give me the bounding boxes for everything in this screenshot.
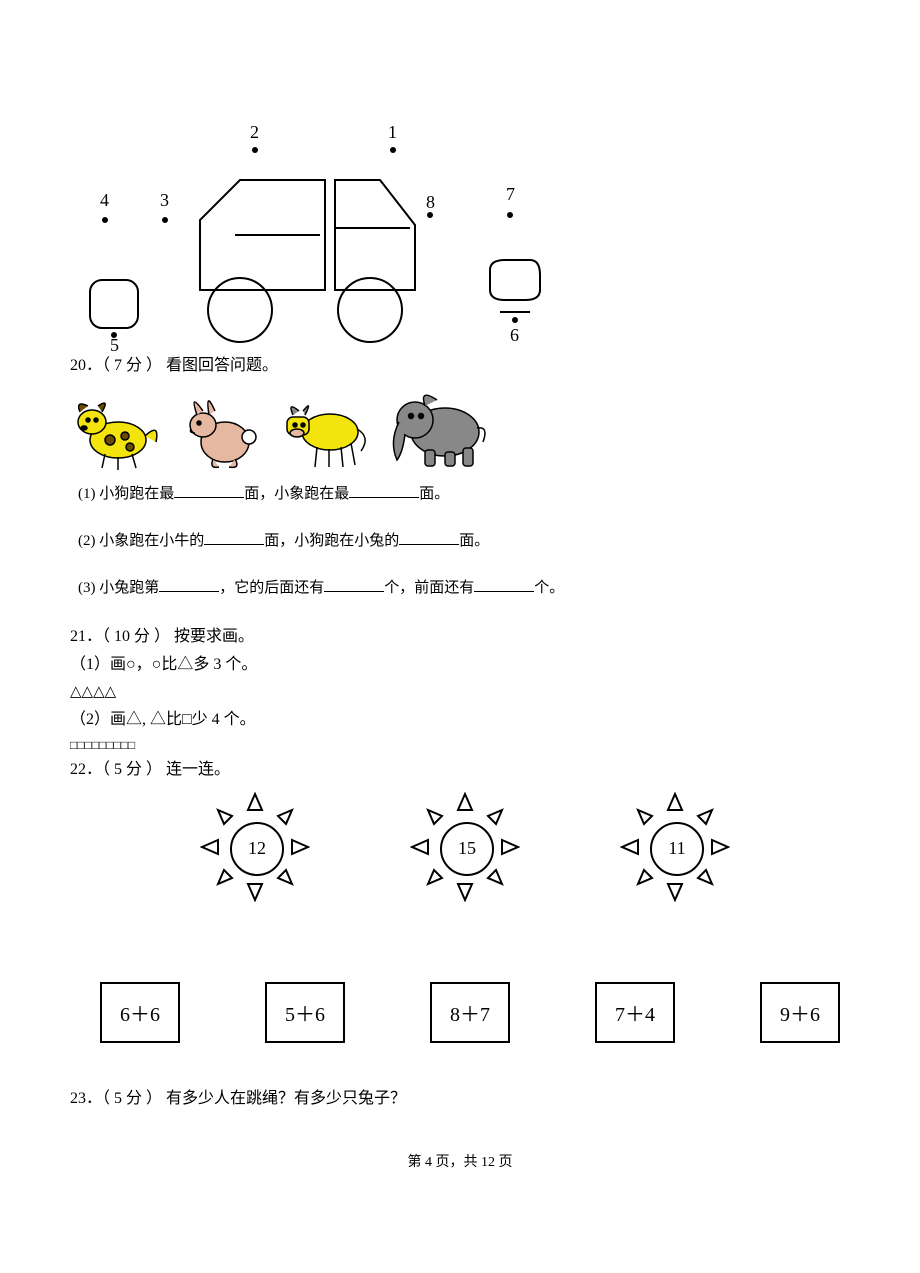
q20-line3: (3) 小兔跑第，它的后面还有个，前面还有个。: [70, 576, 860, 597]
sun-12: 12: [200, 792, 310, 902]
q21-squares: □□□□□□□□□: [70, 736, 860, 754]
q22-header: 22．（ 5 分 ） 连一连。: [70, 758, 860, 782]
expr-box: 9＋6: [760, 982, 840, 1043]
q20-line2: (2) 小象跑在小牛的面，小狗跑在小兔的面。: [70, 529, 860, 550]
expr-box: 8＋7: [430, 982, 510, 1043]
dot-label-3: 3: [160, 190, 169, 211]
dot-label-1: 1: [388, 122, 397, 143]
animals-row: [70, 382, 860, 472]
elephant-icon: [385, 382, 495, 472]
q21-sub1: （1）画○，○比△多 3 个。: [70, 653, 860, 677]
sun-value: 12: [230, 822, 284, 876]
q21-sub2: （2）画△, △比□少 4 个。: [70, 708, 860, 732]
expression-row: 6＋6 5＋6 8＋7 7＋4 9＋6: [70, 982, 860, 1043]
dot-label-8: 8: [426, 192, 435, 213]
sun-11: 11: [620, 792, 730, 902]
q20-line1: (1) 小狗跑在最面，小象跑在最面。: [70, 482, 860, 503]
expr-box: 6＋6: [100, 982, 180, 1043]
sun-value: 11: [650, 822, 704, 876]
sun-row: 12 15: [70, 792, 860, 902]
sun-15: 15: [410, 792, 520, 902]
dot-label-4: 4: [100, 190, 109, 211]
cow-icon: [275, 387, 375, 472]
dot-label-7: 7: [506, 184, 515, 205]
dot-label-2: 2: [250, 122, 259, 143]
rabbit-icon: [175, 387, 265, 472]
sun-value: 15: [440, 822, 494, 876]
q20-header: 20．（ 7 分 ） 看图回答问题。: [70, 354, 860, 378]
page-footer: 第 4 页，共 12 页: [0, 1151, 920, 1211]
dot-label-5: 5: [110, 335, 119, 356]
expr-box: 5＋6: [265, 982, 345, 1043]
q21-header: 21．（ 10 分 ） 按要求画。: [70, 625, 860, 649]
connect-dots-figure: 1 2 3 4 5 6 7 8: [70, 120, 570, 350]
q23-header: 23．（ 5 分 ） 有多少人在跳绳？有多少只兔子？: [70, 1087, 860, 1111]
dog-icon: [70, 392, 165, 472]
dot-label-6: 6: [510, 325, 519, 346]
q21-triangles: △△△△: [70, 681, 860, 704]
expr-box: 7＋4: [595, 982, 675, 1043]
